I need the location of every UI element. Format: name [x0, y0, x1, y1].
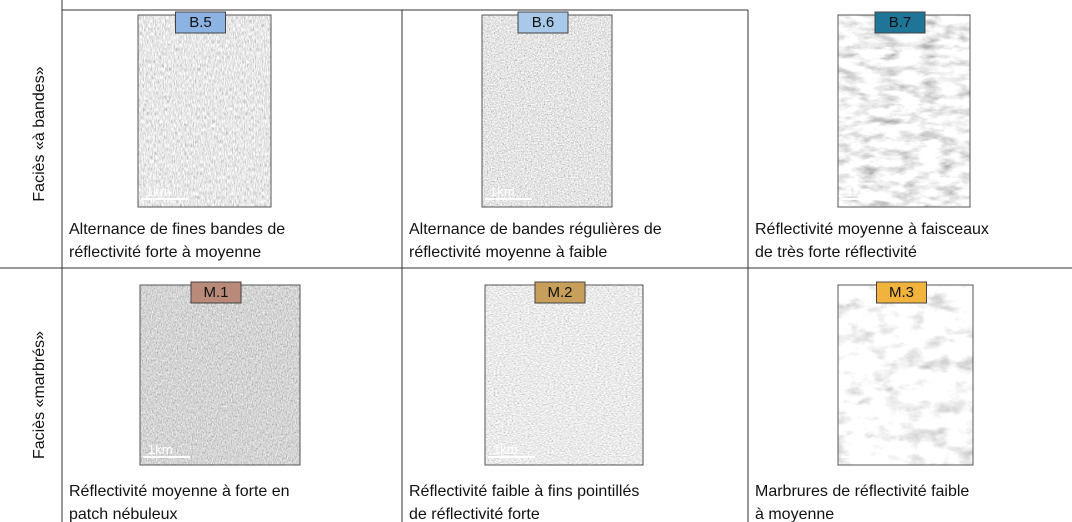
facies-code: B.7 — [889, 14, 912, 31]
facies-cell: B.7 1km Réflectivité moyenne à faisceaux de… — [755, 11, 989, 261]
facies-code: M.3 — [889, 284, 914, 301]
caption-line: patch nébuleux — [69, 506, 178, 522]
facies-badge — [517, 11, 569, 34]
sonar-image — [482, 15, 612, 207]
facies-badge — [190, 281, 242, 304]
sonar-image — [485, 285, 643, 465]
facies-cell: M.1 1km Réflectivité moyenne à forte en pat… — [69, 281, 301, 522]
facies-cell: B.6 1km Alternance de bandes régulières de… — [409, 11, 662, 261]
caption-line: à moyenne — [755, 506, 834, 522]
facies-badge — [175, 11, 226, 34]
row-label: Faciès «à bandes» — [31, 66, 48, 201]
scale-label: 1km — [493, 442, 518, 457]
scale-label: 1km — [846, 442, 871, 457]
facies-badge — [534, 281, 586, 304]
caption-line: réflectivité forte à moyenne — [69, 244, 261, 261]
facies-badge — [876, 281, 927, 304]
scale-label: 1km — [146, 184, 171, 199]
facies-cell: B.5 1km Alternance de fines bandes de réfle… — [69, 11, 285, 261]
caption-line: Alternance de fines bandes de — [69, 221, 285, 238]
sonar-image — [838, 15, 970, 207]
caption-line: Réflectivité faible à fins pointillés — [409, 483, 639, 500]
facies-code: M.2 — [547, 284, 572, 301]
facies-badge — [874, 11, 926, 34]
scale-label: 1km — [846, 184, 871, 199]
facies-code: B.5 — [189, 14, 212, 31]
caption-line: Marbrures de réflectivité faible — [755, 483, 969, 500]
caption-line: Réflectivité moyenne à faisceaux — [755, 221, 989, 238]
scale-label: 1km — [490, 184, 515, 199]
facies-code: M.1 — [203, 284, 228, 301]
caption-line: Alternance de bandes régulières de — [409, 221, 662, 238]
facies-cell: M.3 1km Marbrures de réflectivité faible à … — [755, 281, 974, 522]
caption-line: Réflectivité moyenne à forte en — [69, 483, 290, 500]
row-label: Faciès «marbrés» — [31, 331, 48, 459]
sonar-image — [138, 15, 271, 207]
facies-code: B.6 — [532, 14, 555, 31]
sonar-image — [838, 285, 973, 465]
scale-label: 1km — [148, 442, 173, 457]
caption-line: réflectivité moyenne à faible — [409, 244, 607, 261]
caption-line: de réflectivité forte — [409, 506, 540, 522]
facies-cell: M.2 1km Réflectivité faible à fins pointil… — [409, 281, 644, 522]
sonar-image — [140, 285, 300, 465]
caption-line: de très forte réflectivité — [755, 244, 917, 261]
